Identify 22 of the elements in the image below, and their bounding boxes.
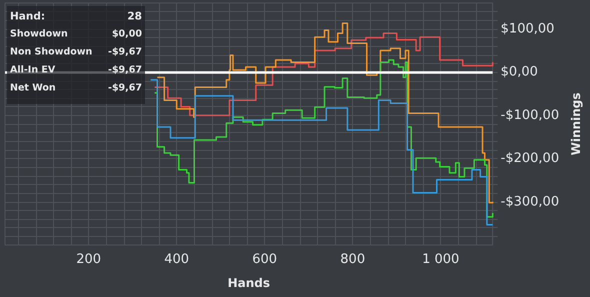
y-tick-label: $0,00 [500, 64, 538, 80]
y-tick-label: -$100,00 [500, 108, 560, 123]
x-tick-label: 400 [164, 252, 190, 267]
y-tick-label: $100,00 [500, 21, 554, 36]
x-axis-title: Hands [228, 276, 270, 290]
annotation: -$9,67 [108, 82, 142, 94]
annotation: All-In EV [10, 64, 56, 76]
annotation: $0,00 [112, 28, 142, 40]
annotation: -$9,67 [108, 46, 142, 58]
x-tick-label: 600 [252, 252, 278, 267]
x-tick-label: 200 [76, 252, 102, 267]
y-tick-label: -$200,00 [500, 151, 560, 166]
annotation: Net Won [10, 82, 56, 94]
y-tick-label: -$300,00 [500, 194, 560, 210]
annotation: -$9,67 [108, 64, 142, 76]
annotation: 28 [127, 10, 142, 22]
x-tick-label: 1 000 [422, 252, 460, 267]
x-tick-label: 800 [340, 252, 366, 267]
y-axis-title: Winnings [569, 92, 583, 156]
annotation: Showdown [10, 28, 68, 40]
annotation: Non Showdown [10, 46, 93, 58]
annotation: Hand: [10, 10, 46, 22]
